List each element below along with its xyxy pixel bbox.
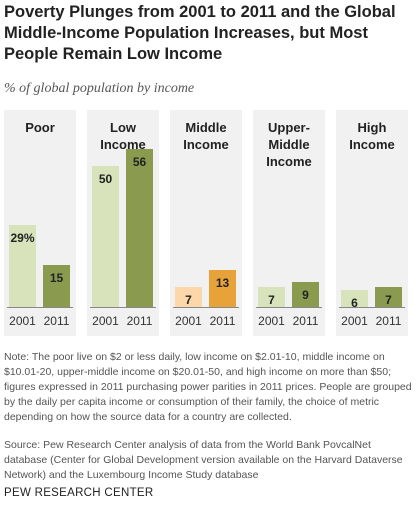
group-label-line: High bbox=[357, 120, 387, 135]
bar bbox=[341, 290, 368, 307]
baseline bbox=[256, 307, 322, 308]
data-label: 13 bbox=[215, 276, 230, 291]
bar bbox=[258, 287, 285, 307]
group-label: Middle Income bbox=[170, 119, 242, 153]
tick-label: 2001 bbox=[341, 314, 368, 328]
group-label-line: Low bbox=[110, 120, 136, 135]
baseline bbox=[339, 307, 405, 308]
brand-label: PEW RESEARCH CENTER bbox=[4, 487, 154, 499]
group-label: Poor bbox=[4, 119, 76, 136]
group-label: Low Income bbox=[87, 119, 159, 153]
data-label: 29% bbox=[10, 231, 35, 246]
data-label: 15 bbox=[49, 270, 64, 285]
data-label: 7 bbox=[385, 293, 392, 308]
tick-label: 2001 bbox=[175, 314, 202, 328]
chart-note: Note: The poor live on $2 or less daily,… bbox=[4, 351, 412, 423]
tick-label: 2001 bbox=[92, 314, 119, 328]
group-label-line: Income bbox=[183, 137, 229, 152]
bar bbox=[375, 287, 402, 307]
bar bbox=[209, 270, 236, 307]
data-label: 56 bbox=[132, 155, 147, 169]
group-label-line: Middle bbox=[185, 120, 227, 135]
tick-label: 2011 bbox=[43, 314, 70, 328]
group-label: Upper- Middle Income bbox=[253, 119, 325, 170]
chart-subtitle: % of global population by income bbox=[4, 81, 195, 96]
group-label-line: Middle bbox=[268, 137, 310, 152]
group-label-line: Upper- bbox=[268, 120, 310, 135]
tick-label: 2011 bbox=[292, 314, 319, 328]
tick-label: 2001 bbox=[258, 314, 285, 328]
bar bbox=[126, 149, 153, 307]
tick-label: 2011 bbox=[126, 314, 153, 328]
data-label: 9 bbox=[302, 287, 309, 302]
baseline bbox=[173, 307, 239, 308]
data-label: 7 bbox=[185, 293, 192, 308]
group-label-line: Income bbox=[349, 137, 395, 152]
tick-label: 2011 bbox=[375, 314, 402, 328]
chart-source: Source: Pew Research Center analysis of … bbox=[4, 439, 403, 481]
chart-title: Poverty Plunges from 2001 to 2011 and th… bbox=[4, 3, 396, 63]
bar bbox=[92, 165, 119, 307]
group-label: High Income bbox=[336, 119, 408, 153]
group-label-line: Income bbox=[100, 137, 146, 152]
baseline bbox=[7, 307, 73, 308]
bar bbox=[175, 287, 202, 307]
group-label-line: Poor bbox=[25, 120, 55, 135]
tick-label: 2011 bbox=[209, 314, 236, 328]
bar bbox=[292, 281, 319, 307]
baseline bbox=[90, 307, 156, 308]
data-label: 6 bbox=[351, 296, 358, 311]
data-label: 50 bbox=[98, 171, 113, 186]
data-label: 7 bbox=[268, 293, 275, 308]
bar bbox=[9, 225, 36, 307]
tick-label: 2001 bbox=[9, 314, 36, 328]
group-label-line: Income bbox=[266, 154, 312, 169]
bar bbox=[43, 264, 70, 307]
